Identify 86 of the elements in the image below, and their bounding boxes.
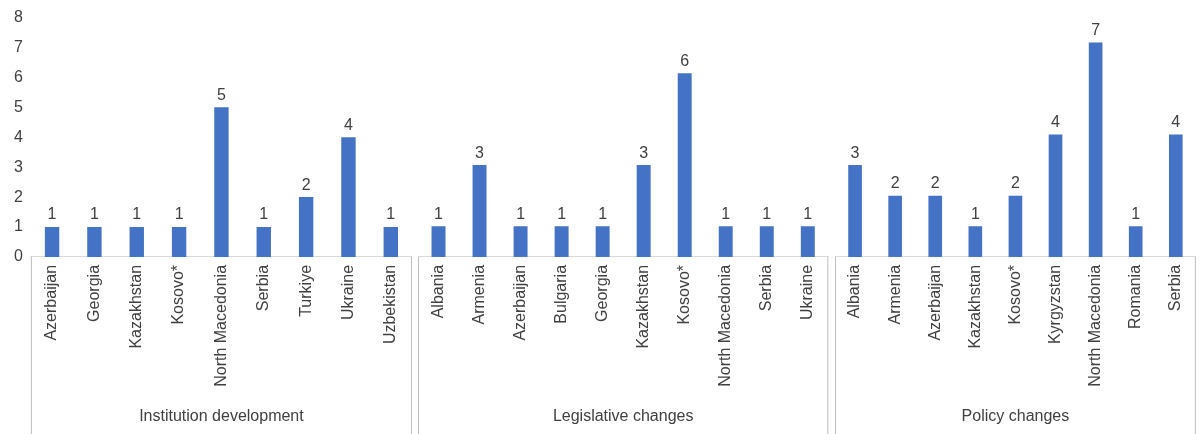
x-tick-label: Georgia xyxy=(84,264,102,322)
data-label: 1 xyxy=(557,204,567,222)
data-label: 5 xyxy=(216,85,226,103)
x-tick-label: Armenia xyxy=(469,264,487,325)
y-tick-label: 8 xyxy=(13,8,23,26)
data-label: 7 xyxy=(1091,21,1101,39)
x-tick-label: Serbia xyxy=(757,264,775,312)
y-tick-label: 7 xyxy=(13,37,23,55)
x-tick-label: Kosovo* xyxy=(675,264,693,325)
x-tick-label: Bulgaria xyxy=(552,264,570,324)
data-label: 1 xyxy=(762,204,772,222)
x-tick-label: Uzbekistan xyxy=(381,264,399,345)
x-tick-label: Azerbaijan xyxy=(925,264,943,341)
bar xyxy=(1128,226,1143,257)
y-tick-label: 2 xyxy=(13,187,23,205)
bar xyxy=(44,227,60,257)
bar xyxy=(888,195,902,257)
x-tick-label: Armenia xyxy=(885,264,903,325)
x-tick-label: Kazakhstan xyxy=(634,264,652,349)
x-tick-label: North Macedonia xyxy=(716,264,734,387)
bar xyxy=(1088,42,1103,257)
x-tick-label: Kosovo* xyxy=(1005,264,1023,325)
x-tick-label: Serbia xyxy=(254,264,272,312)
bar xyxy=(87,227,102,257)
bar xyxy=(848,165,862,257)
data-label: 3 xyxy=(475,143,485,161)
x-tick-label: Georgia xyxy=(593,264,611,322)
x-tick-label: Turkiye xyxy=(296,264,314,317)
data-label: 4 xyxy=(344,115,354,133)
data-label: 1 xyxy=(132,205,142,223)
data-label: 2 xyxy=(1010,174,1020,192)
data-label: 1 xyxy=(721,204,731,222)
x-tick-label: North Macedonia xyxy=(1086,264,1104,387)
data-label: 2 xyxy=(301,175,311,193)
bar xyxy=(129,227,144,257)
x-tick-label: Ukraine xyxy=(798,264,816,321)
bar xyxy=(968,226,983,257)
y-tick-label: 1 xyxy=(13,217,23,235)
y-tick-label: 4 xyxy=(13,127,23,145)
bar xyxy=(298,197,314,257)
data-label: 3 xyxy=(850,143,860,161)
x-tick-label: Kazakhstan xyxy=(127,264,145,349)
data-label: 3 xyxy=(639,143,649,161)
data-label: 1 xyxy=(174,205,184,223)
data-label: 1 xyxy=(516,204,526,222)
x-tick-label: Albania xyxy=(428,264,446,319)
bar xyxy=(214,107,229,257)
x-tick-label: Serbia xyxy=(1166,264,1184,312)
data-label: 1 xyxy=(970,204,980,222)
data-label: 6 xyxy=(680,51,690,69)
y-tick-label: 6 xyxy=(13,67,23,85)
bar xyxy=(256,227,271,257)
x-tick-label: Albania xyxy=(845,264,863,319)
data-label: 1 xyxy=(89,205,99,223)
x-tick-label: North Macedonia xyxy=(211,264,229,387)
data-label: 1 xyxy=(1131,204,1141,222)
x-tick-label: Romania xyxy=(1126,264,1144,329)
bar xyxy=(341,137,356,257)
y-tick-label: 0 xyxy=(13,247,23,265)
data-label: 4 xyxy=(1171,112,1181,130)
x-axis-title: Institution development xyxy=(139,406,305,424)
x-axis-title: Legislative changes xyxy=(552,406,694,424)
data-label: 1 xyxy=(434,204,444,222)
data-label: 1 xyxy=(598,204,608,222)
data-label: 1 xyxy=(386,205,396,223)
bar xyxy=(171,227,187,257)
bar xyxy=(928,195,943,257)
y-tick-label: 3 xyxy=(13,157,23,175)
x-axis-title: Policy changes xyxy=(961,406,1070,424)
bar xyxy=(1048,134,1063,257)
bar xyxy=(1008,195,1023,257)
data-label: 4 xyxy=(1051,112,1061,130)
y-tick-label: 5 xyxy=(13,97,23,115)
x-tick-label: Kosovo* xyxy=(169,264,187,325)
data-label: 1 xyxy=(47,205,57,223)
data-label: 2 xyxy=(890,174,900,192)
data-label: 1 xyxy=(803,204,813,222)
bar xyxy=(383,227,398,257)
data-label: 2 xyxy=(930,174,940,192)
x-tick-label: Kyrgyzstan xyxy=(1045,264,1063,345)
x-tick-label: Azerbaijan xyxy=(42,264,60,341)
x-tick-label: Ukraine xyxy=(338,264,356,321)
x-tick-label: Azerbaijan xyxy=(510,264,528,341)
data-label: 1 xyxy=(259,205,269,223)
bar xyxy=(1168,134,1183,257)
x-tick-label: Kazakhstan xyxy=(965,264,983,349)
